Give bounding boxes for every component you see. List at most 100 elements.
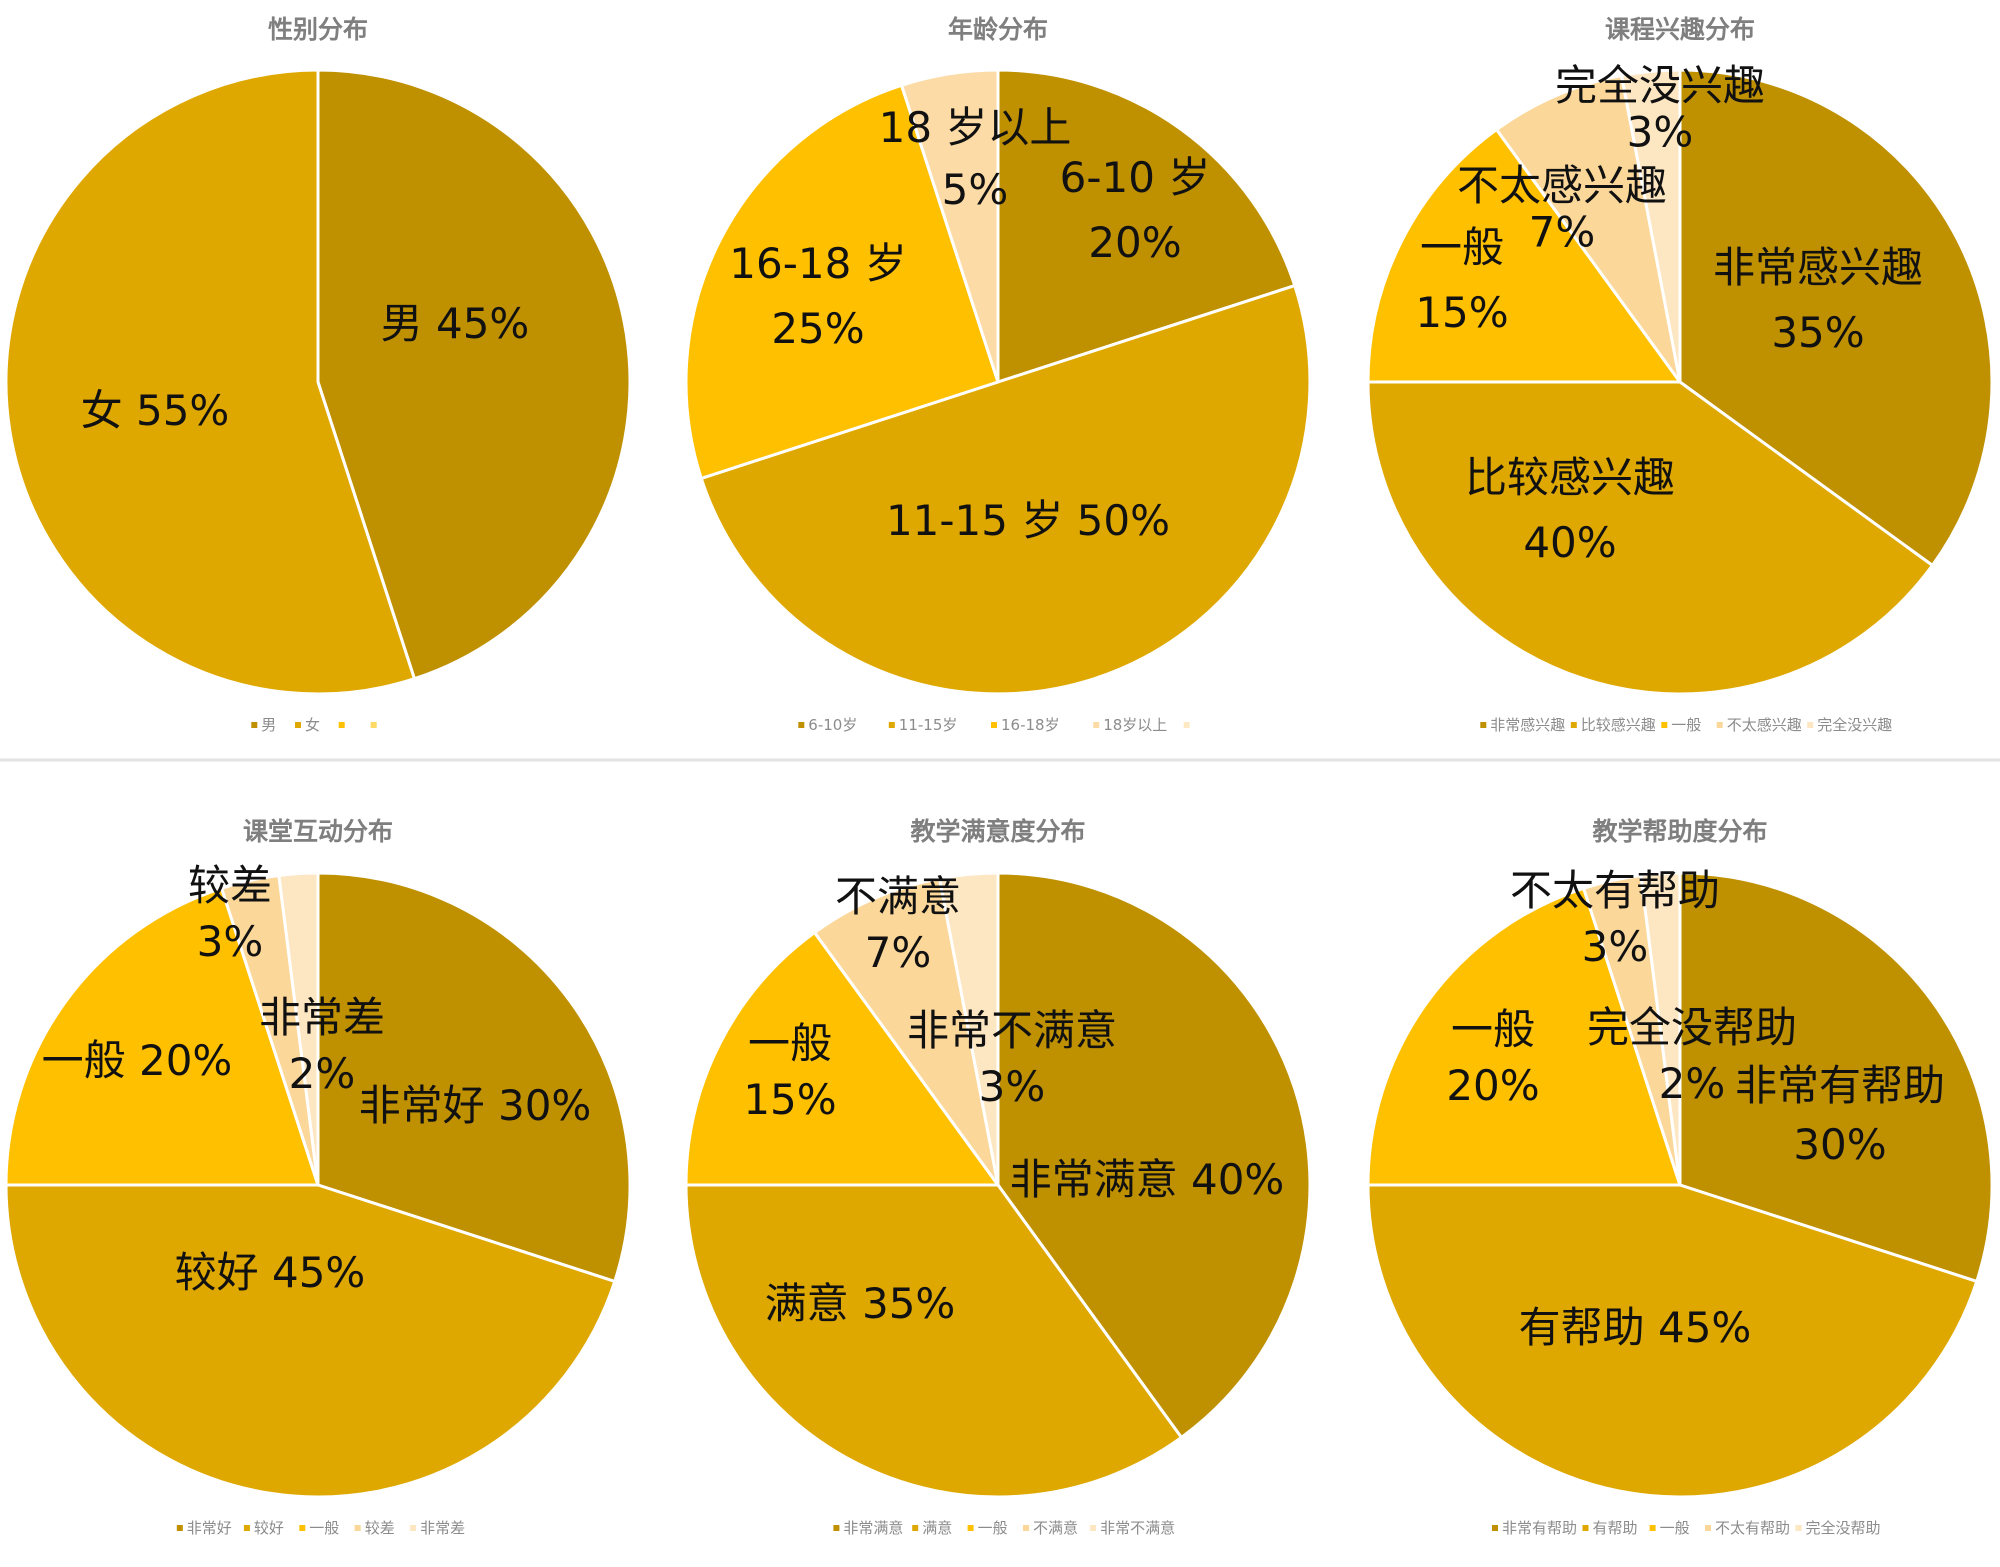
- legend-swatch: [888, 722, 895, 728]
- data-label: 较差: [188, 861, 272, 910]
- data-label: 非常满意 40%: [1010, 1155, 1285, 1204]
- data-label: 不满意: [835, 872, 961, 921]
- legend-label: 比较感兴趣: [1581, 716, 1656, 734]
- legend-swatch: [1705, 1525, 1711, 1531]
- legend-label: 男: [261, 716, 276, 734]
- data-label: 不太感兴趣: [1457, 161, 1667, 210]
- legend-swatch: [1716, 722, 1723, 728]
- data-label: 非常有帮助: [1735, 1061, 1945, 1110]
- data-label: 男 45%: [381, 299, 530, 348]
- legend: 非常感兴趣 比较感兴趣 一般 不太感兴趣 完全没兴趣: [1480, 716, 1892, 734]
- data-label: 3%: [197, 917, 264, 966]
- legend-swatch: [833, 1525, 840, 1531]
- legend-swatch: [299, 1525, 306, 1531]
- data-label: 2%: [1659, 1059, 1726, 1108]
- data-label: 16-18 岁: [729, 239, 906, 288]
- legend-swatch: [410, 1525, 417, 1531]
- legend-swatch: [1023, 1525, 1029, 1531]
- legend-label: 非常差: [420, 1519, 465, 1537]
- data-label: 非常不满意: [907, 1006, 1117, 1055]
- pie-chart-2: 年龄分布 6-10 岁 20% 11-15 岁 50% 16-18 岁 25% 18 岁以上…: [684, 15, 1312, 734]
- data-label: 20%: [1446, 1061, 1539, 1110]
- legend-swatch: [370, 722, 377, 728]
- data-label: 3%: [1582, 922, 1649, 971]
- legend-swatch: [1090, 1525, 1097, 1531]
- pie-slice: [1366, 380, 1935, 696]
- chart-title: 性别分布: [268, 15, 368, 44]
- pie-slice: [699, 283, 1312, 696]
- legend-label: 11-15岁: [899, 716, 958, 734]
- data-label: 不太有帮助: [1510, 866, 1720, 915]
- legend-swatch: [1795, 1525, 1802, 1531]
- data-label: 3%: [1627, 108, 1694, 157]
- legend-swatch: [991, 722, 997, 728]
- legend-swatch: [176, 1525, 183, 1531]
- pie-slice: [316, 68, 632, 681]
- pie-slice: [996, 871, 1312, 1440]
- legend-label: 有帮助: [1593, 1519, 1638, 1537]
- pie-slice: [1639, 871, 1682, 1186]
- pie-slice: [899, 68, 1000, 383]
- chart-title: 年龄分布: [948, 15, 1048, 44]
- pie-slice: [4, 68, 417, 696]
- data-label: 7%: [865, 928, 932, 977]
- pie-slice: [812, 876, 1000, 1186]
- pie-slice: [1678, 68, 1994, 568]
- pie-slice: [1366, 127, 1683, 384]
- pie-slice: [684, 1183, 1184, 1499]
- data-label: 30%: [1793, 1120, 1886, 1169]
- legend-swatch: [1093, 722, 1100, 728]
- pie-chart-1: 性别分布男 45%女 55%男女: [4, 15, 632, 734]
- chart-title: 教学满意度分布: [910, 817, 1085, 846]
- pie-slice: [937, 871, 1000, 1186]
- legend-label: 较好: [254, 1519, 284, 1537]
- legend: 非常满意 满意 一般 不满意 非常不满意: [833, 1519, 1175, 1537]
- legend-swatch: [1582, 1525, 1589, 1531]
- legend-swatch: [1492, 1525, 1498, 1531]
- pie-chart-3: 课程兴趣分布非常感兴趣35%比较感兴趣40%一般15%不太感兴趣7%完全没兴趣3…: [1366, 15, 1994, 734]
- data-label: 5%: [942, 165, 1009, 214]
- legend-label: 16-18岁: [1001, 716, 1060, 734]
- pie-slice: [1366, 1183, 1979, 1499]
- data-label: 一般 20%: [42, 1036, 233, 1085]
- data-label: 满意 35%: [765, 1279, 956, 1328]
- legend-label: 非常感兴趣: [1490, 716, 1565, 734]
- data-label: 完全没帮助: [1587, 1003, 1797, 1052]
- legend-swatch: [1570, 722, 1577, 728]
- chart-title: 课程兴趣分布: [1605, 15, 1755, 44]
- legend-swatch: [243, 1525, 250, 1531]
- legend-swatch: [1480, 722, 1487, 728]
- legend-swatch: [251, 722, 258, 728]
- data-label: 6-10 岁: [1060, 153, 1211, 202]
- legend-label: 非常不满意: [1100, 1519, 1175, 1537]
- data-label: 15%: [743, 1075, 836, 1124]
- data-label: 15%: [1415, 288, 1508, 337]
- pie-slice: [1494, 73, 1682, 383]
- data-label: 一般: [1451, 1005, 1535, 1054]
- pie-slice: [1678, 871, 1994, 1284]
- data-label: 非常差: [259, 993, 385, 1042]
- legend-label: 女: [305, 716, 320, 734]
- legend-label: 非常有帮助: [1502, 1519, 1577, 1537]
- data-label: 7%: [1529, 208, 1596, 257]
- data-label: 一般: [748, 1019, 832, 1068]
- chart-title: 教学帮助度分布: [1592, 817, 1767, 846]
- legend-swatch: [354, 1525, 361, 1531]
- legend-label: 一般: [1671, 716, 1701, 734]
- pie-slice: [316, 871, 632, 1284]
- pie-slice: [1619, 68, 1682, 383]
- legend-label: 一般: [309, 1519, 339, 1537]
- legend-swatch: [1807, 722, 1814, 728]
- pie-slice: [277, 871, 320, 1186]
- legend-swatch: [295, 722, 301, 728]
- legend-label: 不太有帮助: [1715, 1519, 1790, 1537]
- legend-label: 非常满意: [843, 1519, 903, 1537]
- legend: 6-10岁 11-15岁 16-18岁 18岁以上: [798, 716, 1190, 734]
- legend-swatch: [912, 1525, 919, 1531]
- pie-slice: [1366, 886, 1683, 1187]
- data-label: 非常感兴趣: [1713, 243, 1923, 292]
- legend: 非常好 较好 一般 较差 非常差: [176, 1519, 465, 1537]
- data-label: 完全没兴趣: [1555, 61, 1765, 110]
